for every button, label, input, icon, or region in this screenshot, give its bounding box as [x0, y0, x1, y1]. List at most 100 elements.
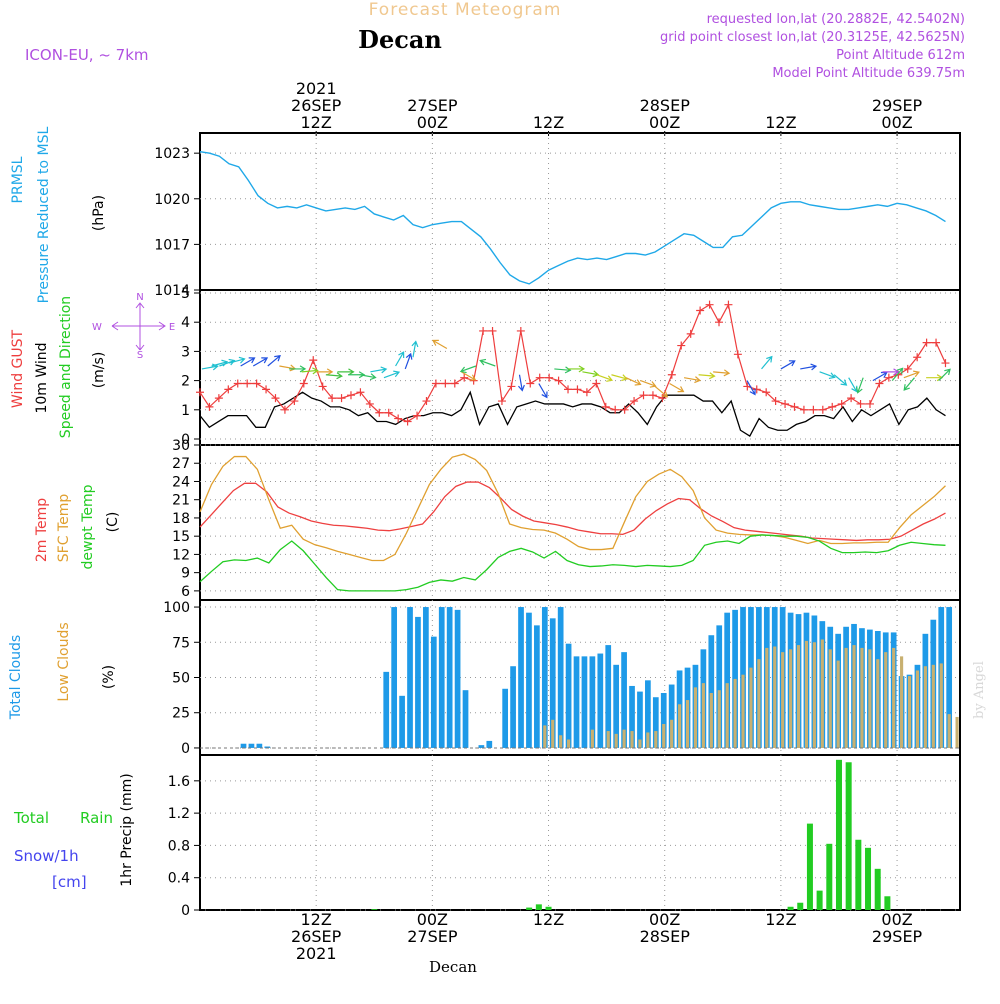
compass-n: N [136, 292, 143, 303]
total-cloud-bar [240, 743, 247, 748]
y-tick-label: 0 [181, 432, 190, 448]
top-time-label: 00Z [417, 113, 448, 132]
wind-10m-label: 10m Wind [34, 342, 50, 413]
temp-2m-label: 2m Temp [34, 498, 50, 562]
wind-compass: N S W E [92, 292, 175, 361]
gust-marker [196, 388, 204, 397]
top-time-label: 2021 [296, 79, 337, 98]
gust-marker [733, 350, 742, 359]
total-cloud-bar [613, 664, 620, 748]
compass-w: W [92, 322, 102, 333]
rain-bar [826, 843, 833, 910]
requested-coords: requested lon,lat (20.2882E, 42.5402N) [707, 12, 965, 27]
wind-arrow [800, 363, 818, 371]
gust-marker [535, 373, 544, 382]
wind-arrow [891, 367, 904, 381]
low-cloud-bar [947, 714, 951, 748]
total-cloud-bar [454, 609, 461, 748]
gust-marker [696, 306, 705, 315]
y-tick-label: 4 [181, 315, 190, 331]
low-cloud-bar [876, 659, 880, 748]
low-cloud-bar [820, 639, 824, 748]
panel-temperature: 6 9 12 15 18 21 24 27 30 [172, 438, 961, 601]
low-cloud-bar [590, 729, 594, 748]
y-tick-label: 0 [181, 741, 190, 757]
low-cloud-bar [662, 724, 666, 748]
bottom-time-label: 00Z [881, 910, 912, 929]
gust-marker [620, 405, 629, 414]
gust-marker [346, 391, 355, 400]
low-cloud-bar [955, 716, 959, 748]
wind-unit: (m/s) [91, 352, 107, 389]
total-cloud-bar [621, 652, 627, 748]
gust-marker [280, 405, 289, 414]
wind-arrow [404, 352, 413, 370]
wind-arrow [370, 366, 388, 374]
grid-point-coords: grid point closest lon,lat (20.3125E, 42… [660, 30, 965, 45]
total-clouds-label: Total Clouds [8, 635, 24, 720]
bottom-time-label: 00Z [417, 910, 448, 929]
wind-gust-series [199, 302, 947, 423]
gust-marker [884, 373, 893, 382]
compass-e: E [169, 322, 175, 333]
rain-bar [371, 909, 378, 910]
total-cloud-bar [486, 740, 493, 748]
gust-marker [497, 397, 506, 406]
gust-marker [243, 379, 252, 388]
total-cloud-bar [946, 607, 953, 748]
gust-marker [507, 382, 516, 391]
total-cloud-bar [668, 684, 675, 748]
total-cloud-bar [526, 612, 532, 748]
footer-location: Decan [429, 958, 477, 976]
gust-marker [431, 379, 440, 388]
low-cloud-bar [567, 739, 571, 748]
y-tick-label: 1014 [154, 283, 190, 299]
wind-arrow [325, 372, 343, 380]
low-cloud-bar [907, 676, 912, 748]
total-cloud-bar [652, 697, 659, 748]
y-tick-label: 6 [181, 584, 190, 600]
total-cloud-bar [629, 685, 635, 748]
precip-total-label: Total [13, 809, 49, 827]
gust-marker [214, 394, 223, 403]
y-tick-label: 1 [181, 403, 190, 419]
gust-marker [922, 338, 931, 347]
gust-marker [337, 394, 346, 403]
gust-marker [667, 370, 676, 379]
wind-arrow [267, 354, 281, 367]
temp-unit: (C) [105, 512, 121, 533]
gust-marker [413, 411, 422, 420]
panel-clouds: 0 25 50 75 100 [163, 599, 961, 757]
gust-marker [290, 397, 299, 406]
gust-marker [365, 399, 374, 408]
gust-marker [941, 359, 950, 368]
bottom-time-label: 12Z [765, 910, 796, 929]
gust-marker [394, 414, 403, 423]
gust-marker [545, 373, 554, 382]
gust-marker [573, 385, 582, 394]
low-cloud-bar [773, 646, 777, 748]
wind-arrow [903, 377, 915, 391]
gust-marker [809, 405, 818, 414]
top-time-label: 26SEP [291, 96, 342, 115]
y-tick-label: 3 [181, 344, 190, 360]
y-tick-label: 0.8 [168, 838, 190, 854]
bottom-time-label: 12Z [301, 910, 332, 929]
rain-bar [797, 902, 804, 910]
low-cloud-bar [638, 739, 642, 748]
gust-marker [837, 399, 846, 408]
total-cloud-bar [264, 746, 271, 748]
low-clouds-label: Low Clouds [56, 622, 72, 701]
gust-marker [526, 379, 535, 388]
total-cloud-bar [415, 616, 421, 748]
wind-arrow [219, 358, 236, 367]
low-cloud-bar [915, 670, 920, 748]
y-tick-label: 1.6 [168, 774, 190, 790]
top-time-label: 28SEP [640, 96, 691, 115]
wind-arrow [240, 357, 256, 367]
low-cloud-bar [717, 690, 721, 748]
low-cloud-bar [844, 647, 848, 748]
rain-bar [806, 823, 813, 910]
wind-arrow [611, 374, 629, 382]
wind-arrow [625, 377, 642, 386]
